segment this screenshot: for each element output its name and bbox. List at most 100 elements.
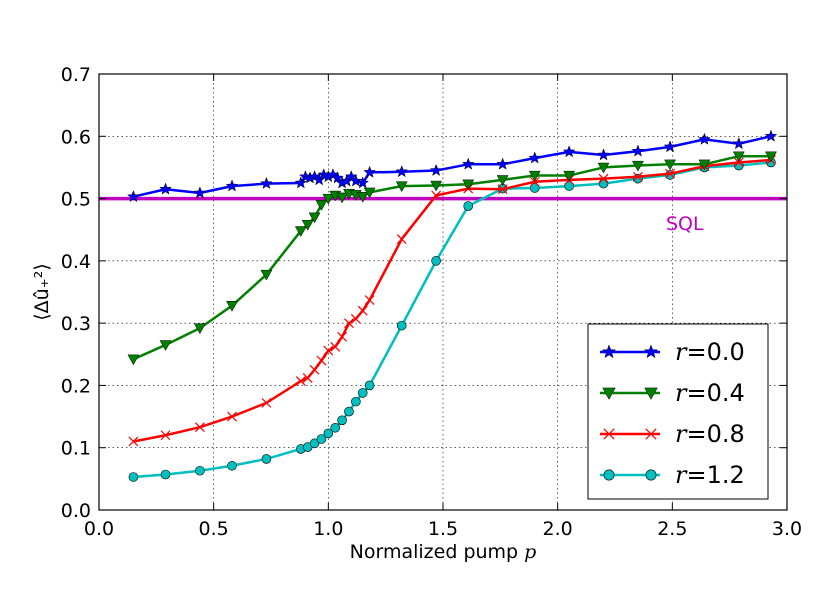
x-tick-label: 1.5: [428, 518, 458, 540]
data-point: [395, 165, 409, 178]
data-point: [357, 305, 368, 316]
legend-entry: r=0.4: [600, 379, 745, 407]
legend-entry: r=0.0: [600, 338, 745, 366]
data-point: [261, 454, 272, 464]
data-point: [308, 212, 321, 224]
data-point: [764, 129, 778, 142]
data-point: [597, 162, 610, 174]
data-point: [295, 376, 306, 386]
data-point: [159, 340, 172, 351]
data-point: [351, 396, 361, 407]
legend-marker: [602, 387, 616, 400]
legend-marker: [645, 469, 657, 481]
data-point: [330, 422, 341, 433]
legend-value: =1.2: [686, 461, 744, 489]
x-tick-label: 0.5: [199, 518, 229, 540]
data-point: [350, 313, 361, 324]
data-point: [529, 183, 540, 193]
x-axis-label-text: Normalized pump: [350, 541, 518, 563]
data-point: [698, 132, 711, 145]
data-point: [315, 200, 328, 211]
data-point: [396, 234, 407, 244]
series-r=0.8: [128, 155, 776, 447]
series-line: [133, 161, 772, 479]
data-point: [309, 364, 320, 375]
y-tick-label: 0.7: [61, 64, 91, 86]
legend-marker: [603, 469, 615, 481]
data-point: [395, 181, 408, 193]
data-point: [496, 175, 509, 186]
data-point: [632, 160, 644, 172]
data-point: [127, 189, 140, 203]
legend-marker: [644, 387, 658, 400]
legend-marker: [643, 344, 659, 359]
data-point: [336, 192, 349, 204]
data-point: [349, 174, 363, 187]
data-point: [631, 144, 645, 157]
data-point: [732, 137, 746, 150]
data-point: [128, 436, 139, 447]
data-point: [664, 159, 676, 171]
data-point: [497, 184, 508, 195]
data-point: [364, 295, 375, 306]
data-point: [195, 465, 205, 476]
data-point: [337, 331, 348, 342]
data-point: [732, 151, 745, 163]
data-point: [462, 179, 475, 191]
data-point: [357, 388, 368, 398]
y-tick-label: 0.4: [61, 251, 91, 273]
sql-label: SQL: [666, 213, 704, 235]
legend-value: =0.4: [686, 379, 744, 407]
data-point: [322, 193, 335, 205]
data-point: [159, 182, 172, 195]
legend-var: r: [675, 379, 688, 407]
data-point: [344, 318, 354, 329]
legend-label: r=0.0: [675, 338, 745, 366]
data-point: [127, 354, 140, 366]
legend-entry: r=0.8: [600, 420, 745, 448]
data-point: [528, 170, 541, 182]
data-point: [225, 179, 239, 192]
x-tick-label: 2.5: [657, 518, 687, 540]
legend-var: r: [675, 420, 688, 448]
data-point: [698, 159, 711, 171]
data-point: [431, 256, 441, 266]
legend-label: r=1.2: [675, 461, 745, 489]
data-point: [356, 192, 369, 203]
data-point: [294, 226, 307, 237]
y-tick-label: 0.0: [61, 500, 91, 522]
data-point: [562, 145, 576, 158]
data-point: [563, 170, 576, 182]
y-tick-label: 0.2: [61, 375, 91, 397]
data-point: [431, 190, 442, 201]
data-point: [463, 201, 474, 211]
data-point: [193, 323, 206, 335]
y-axis-label: ⟨Δû₊²⟩: [31, 263, 53, 321]
data-point: [337, 415, 347, 426]
data-point: [302, 373, 313, 383]
x-tick-label: 0.0: [84, 518, 114, 540]
x-tick-label: 2.0: [543, 518, 573, 540]
data-point: [260, 269, 273, 281]
data-point: [193, 186, 207, 199]
y-tick-label: 0.1: [61, 438, 91, 460]
legend-label: r=0.8: [675, 420, 745, 448]
data-point: [665, 168, 675, 179]
data-point: [194, 422, 205, 433]
data-point: [733, 157, 744, 168]
y-tick-label: 0.6: [61, 126, 91, 148]
data-point: [294, 176, 308, 189]
data-point: [312, 173, 326, 186]
data-point: [227, 460, 237, 471]
data-point: [227, 411, 237, 422]
data-point: [564, 181, 574, 191]
data-point: [301, 220, 314, 231]
data-point: [598, 173, 609, 184]
data-point: [597, 148, 610, 161]
legend: r=0.0r=0.4r=0.8r=1.2: [587, 323, 769, 500]
data-point: [226, 301, 238, 312]
data-point: [331, 171, 344, 184]
legend-var: r: [675, 461, 688, 489]
data-point: [160, 430, 171, 441]
